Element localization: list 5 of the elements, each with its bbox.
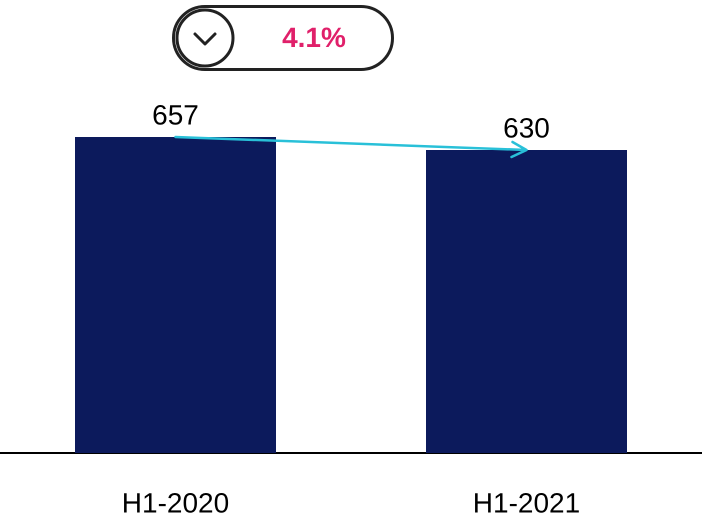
data-label: 657 — [152, 100, 199, 130]
x-tick-label: H1-2021 — [472, 488, 580, 518]
data-label: 630 — [503, 112, 550, 144]
rounded-badge: 4.1% — [172, 5, 394, 71]
x-tick-label: H1-2020 — [122, 488, 230, 518]
